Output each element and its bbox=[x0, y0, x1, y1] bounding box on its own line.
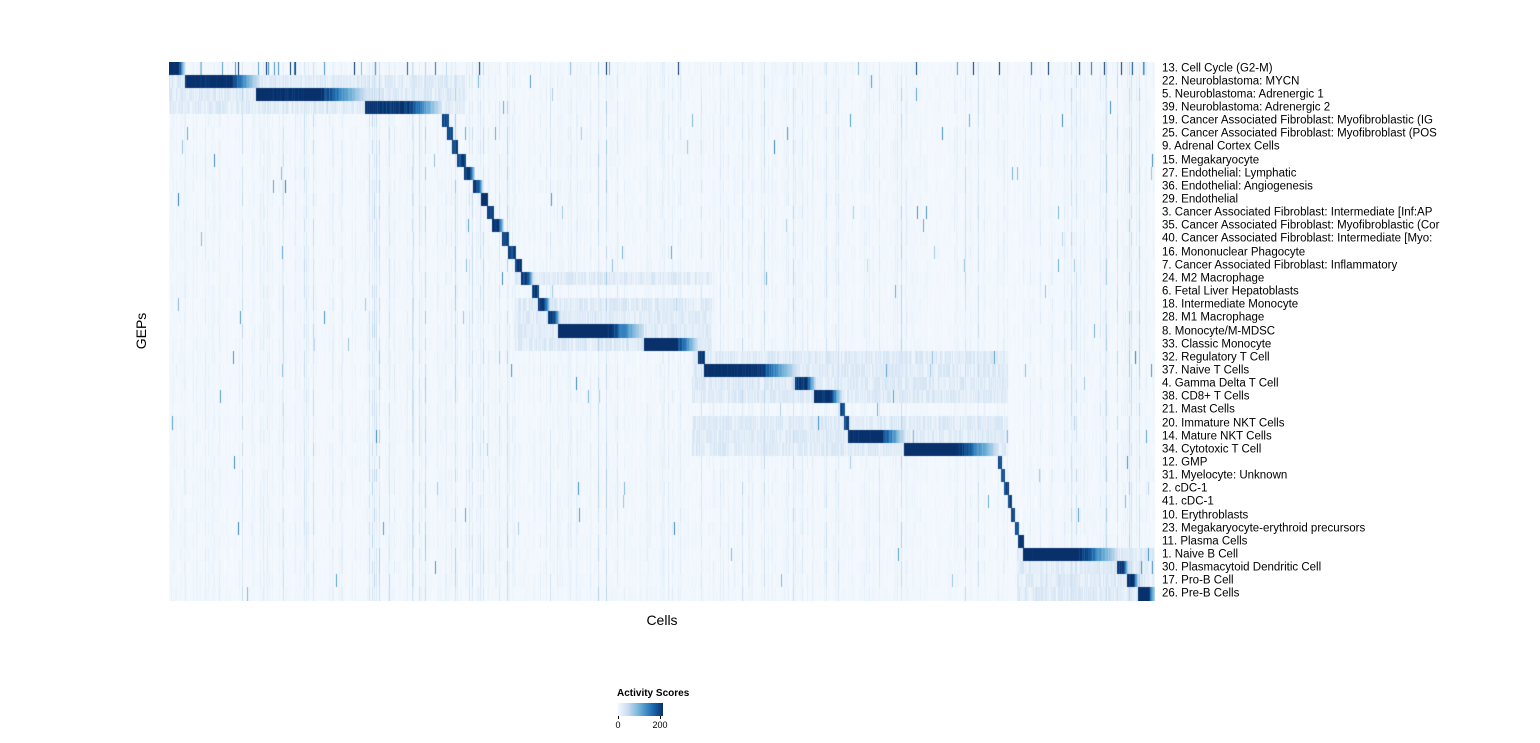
y-axis-label: GEPs bbox=[133, 312, 149, 350]
legend-ticks: 0 200 bbox=[615, 716, 677, 732]
row-label: 10. Erythroblasts bbox=[1162, 508, 1249, 521]
row-label: 7. Cancer Associated Fibroblast: Inflamm… bbox=[1162, 259, 1398, 272]
row-label: 17. Pro-B Cell bbox=[1162, 574, 1234, 587]
row-label: 14. Mature NKT Cells bbox=[1162, 429, 1272, 442]
row-label: 22. Neuroblastoma: MYCN bbox=[1162, 74, 1300, 87]
row-label: 23. Megakaryocyte-erythroid precursors bbox=[1162, 521, 1366, 534]
row-label: 1. Naive B Cell bbox=[1162, 548, 1239, 561]
legend-tick-mark-max bbox=[660, 716, 661, 719]
row-label: 38. CD8+ T Cells bbox=[1162, 390, 1250, 403]
legend-title: Activity Scores bbox=[617, 688, 690, 699]
row-label: 32. Regulatory T Cell bbox=[1162, 351, 1270, 364]
row-label: 3. Cancer Associated Fibroblast: Interme… bbox=[1162, 206, 1433, 219]
row-label: 41. cDC-1 bbox=[1162, 495, 1214, 508]
row-label: 13. Cell Cycle (G2-M) bbox=[1162, 62, 1273, 74]
heatmap-plot-area bbox=[169, 62, 1155, 601]
row-label: 5. Neuroblastoma: Adrenergic 1 bbox=[1162, 88, 1324, 101]
row-label: 26. Pre-B Cells bbox=[1162, 587, 1240, 600]
row-label: 18. Intermediate Monocyte bbox=[1162, 298, 1299, 311]
row-label: 24. M2 Macrophage bbox=[1162, 272, 1265, 285]
row-label: 30. Plasmacytoid Dendritic Cell bbox=[1162, 561, 1322, 574]
row-label: 37. Naive T Cells bbox=[1162, 364, 1250, 377]
row-label: 15. Megakaryocyte bbox=[1162, 153, 1260, 166]
row-label: 2. cDC-1 bbox=[1162, 482, 1208, 495]
row-label: 19. Cancer Associated Fibroblast: Myofib… bbox=[1162, 114, 1434, 127]
row-label: 29. Endothelial bbox=[1162, 193, 1239, 206]
row-label: 35. Cancer Associated Fibroblast: Myofib… bbox=[1162, 219, 1440, 232]
row-label: 8. Monocyte/M-MDSC bbox=[1162, 324, 1276, 337]
row-label: 11. Plasma Cells bbox=[1162, 535, 1248, 548]
row-label: 20. Immature NKT Cells bbox=[1162, 416, 1285, 429]
row-label: 28. M1 Macrophage bbox=[1162, 311, 1265, 324]
x-axis-label: Cells bbox=[646, 612, 678, 628]
legend-tick-mark-min bbox=[618, 716, 619, 719]
row-label: 4. Gamma Delta T Cell bbox=[1162, 377, 1279, 390]
row-label: 31. Myelocyte: Unknown bbox=[1162, 469, 1288, 482]
row-label: 16. Mononuclear Phagocyte bbox=[1162, 245, 1306, 258]
row-label: 39. Neuroblastoma: Adrenergic 2 bbox=[1162, 101, 1331, 114]
row-label: 40. Cancer Associated Fibroblast: Interm… bbox=[1162, 232, 1433, 245]
row-label: 33. Classic Monocyte bbox=[1162, 337, 1272, 350]
row-label: 25. Cancer Associated Fibroblast: Myofib… bbox=[1162, 127, 1437, 140]
legend-colorbar bbox=[617, 703, 663, 716]
legend-tick-max: 200 bbox=[652, 720, 668, 730]
row-labels: 13. Cell Cycle (G2-M) 22. Neuroblastoma: … bbox=[1162, 62, 1540, 601]
row-label: 34. Cytotoxic T Cell bbox=[1162, 443, 1262, 456]
row-label: 36. Endothelial: Angiogenesis bbox=[1162, 180, 1313, 193]
row-label: 21. Mast Cells bbox=[1162, 403, 1235, 416]
legend: Activity Scores 0 200 bbox=[615, 688, 757, 732]
row-label: 27. Endothelial: Lymphatic bbox=[1162, 166, 1297, 179]
legend-tick-min: 0 bbox=[615, 720, 621, 730]
heatmap-canvas bbox=[169, 62, 1155, 601]
row-label: 12. GMP bbox=[1162, 456, 1208, 469]
row-label: 6. Fetal Liver Hepatoblasts bbox=[1162, 285, 1299, 298]
row-label: 9. Adrenal Cortex Cells bbox=[1162, 140, 1280, 153]
